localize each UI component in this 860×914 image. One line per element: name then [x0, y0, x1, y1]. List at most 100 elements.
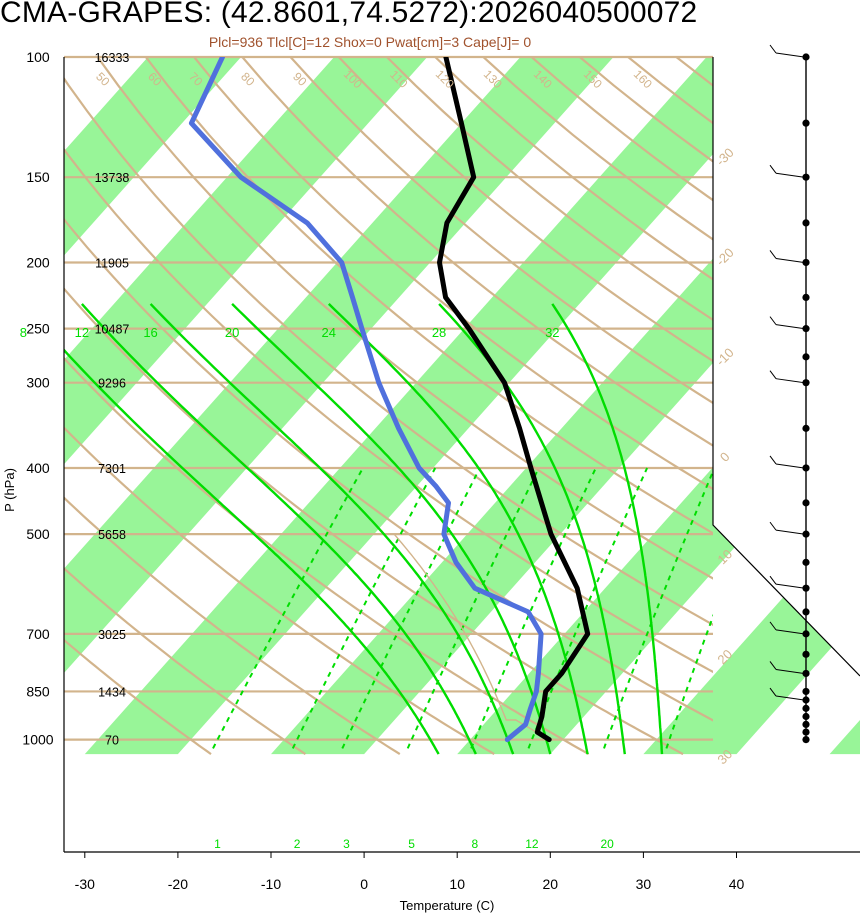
pressure-tick-label: 300	[26, 375, 50, 391]
pressure-tick-label: 700	[26, 626, 50, 642]
wind-level-marker	[802, 608, 810, 616]
wind-level-marker	[802, 379, 810, 387]
x-tick-label: -20	[168, 876, 188, 892]
dry-adiabat-lines	[64, 57, 713, 756]
side-panel-border	[712, 57, 860, 677]
dry-adiabat	[241, 57, 713, 447]
temperature-line	[437, 57, 591, 743]
chart-title: CMA-GRAPES: (42.8601,74.5272):2026040500…	[0, 0, 698, 29]
height-label: 7301	[98, 462, 126, 476]
wind-level-marker	[802, 530, 810, 538]
dry-adiabat	[64, 638, 212, 755]
wind-level-marker	[802, 704, 810, 712]
moist-adiabat-label: 32	[545, 325, 559, 340]
mixing-ratio-line	[603, 468, 713, 749]
mixing-ratio-line	[470, 467, 597, 749]
parcel-path	[394, 534, 550, 741]
pressure-tick-label: 400	[26, 460, 50, 476]
moist-adiabat	[81, 303, 477, 755]
mixing-ratio-label: 2	[294, 837, 301, 851]
wind-level-marker	[802, 293, 810, 301]
wind-level-marker	[802, 53, 810, 61]
isotherm-label: 0	[717, 449, 733, 465]
pressure-tick-label: 150	[26, 169, 50, 185]
dry-adiabat	[64, 356, 590, 756]
wind-barb	[775, 257, 805, 263]
chart-subtitle: Plcl=936 Tlcl[C]=12 Shox=0 Pwat[cm]=3 Ca…	[208, 34, 532, 50]
mixing-ratio-label: 1	[214, 837, 221, 851]
wind-profile	[769, 44, 810, 744]
parcel-line	[394, 534, 550, 741]
height-label: 13738	[95, 171, 130, 185]
isotherm-label: -20	[713, 245, 737, 269]
mixing-ratio-label: 12	[525, 837, 539, 851]
height-label: 70	[105, 734, 119, 748]
dry-adiabat	[64, 287, 684, 756]
wind-level-marker	[802, 325, 810, 333]
wind-barb	[775, 629, 805, 635]
y-axis-label: P (hPa)	[2, 468, 17, 512]
isotherm-band	[64, 57, 428, 755]
isotherm-band	[84, 57, 800, 755]
wind-level-marker	[802, 669, 810, 678]
moist-adiabat-label: 20	[225, 325, 239, 340]
pressure-tick-label: 100	[26, 49, 50, 65]
wind-barb-feather	[769, 370, 777, 379]
dewpoint-line	[188, 57, 544, 743]
moist-adiabat	[438, 303, 626, 755]
dry-adiabat	[64, 217, 713, 722]
moist-adiabat-label: 24	[322, 325, 336, 340]
x-tick-label: 40	[729, 876, 745, 892]
mixing-ratio-label: 5	[408, 837, 415, 851]
mixing-ratio-line	[406, 467, 540, 749]
moist-adiabat	[327, 303, 589, 755]
height-label: 9296	[98, 377, 126, 391]
wind-level-marker	[802, 219, 810, 227]
dry-adiabat	[289, 57, 713, 405]
dry-adiabat	[64, 76, 713, 626]
height-label: 10487	[95, 323, 130, 337]
dry-adiabat	[64, 566, 307, 756]
wind-barb	[775, 529, 805, 535]
x-axis-label: Temperature (C)	[400, 898, 495, 913]
moist-adiabat	[64, 348, 440, 755]
height-label: 5658	[98, 528, 126, 542]
wind-level-marker	[802, 258, 810, 267]
wind-barb-feather	[769, 575, 777, 585]
dry-adiabat	[64, 147, 713, 674]
x-tick-label: 30	[636, 876, 652, 892]
moist-adiabat	[149, 303, 515, 755]
mixing-ratio-label: 3	[343, 837, 350, 851]
wind-barb-feather	[769, 250, 777, 259]
wind-barb	[775, 695, 805, 701]
height-label: 16333	[95, 51, 130, 65]
wind-barb	[775, 668, 805, 674]
x-tick-label: -30	[75, 876, 95, 892]
x-tick-label: 20	[543, 876, 559, 892]
isotherm-label: -30	[713, 145, 737, 169]
mixing-ratio-line	[291, 467, 437, 749]
moist-adiabat	[551, 303, 664, 755]
wind-barb-feather	[769, 661, 777, 670]
wind-barb-feather	[769, 164, 777, 174]
wind-level-marker	[802, 464, 810, 472]
x-tick-label: -10	[261, 876, 281, 892]
pressure-tick-label: 1000	[22, 732, 53, 748]
sounding-series	[188, 57, 591, 743]
moist-adiabat-label: 8	[20, 325, 27, 340]
height-label: 3025	[98, 628, 126, 642]
dry-adiabat	[64, 426, 495, 756]
wind-level-marker	[802, 353, 810, 361]
height-label: 11905	[95, 256, 129, 270]
dry-adiabat	[193, 57, 713, 491]
wind-barb-feather	[769, 621, 777, 631]
x-tick-label: 0	[360, 876, 368, 892]
wind-level-marker	[802, 119, 810, 127]
mixing-ratio-line	[212, 467, 364, 749]
wind-barb	[775, 463, 805, 469]
dry-adiabat	[96, 57, 713, 580]
wind-level-marker	[802, 630, 810, 638]
wind-level-marker	[802, 650, 810, 658]
pressure-tick-label: 250	[26, 321, 50, 337]
